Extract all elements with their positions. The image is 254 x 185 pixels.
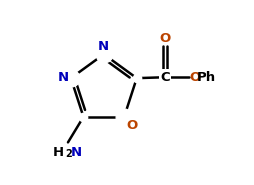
Text: N: N [58,71,69,84]
Text: O: O [159,32,170,45]
Text: N: N [70,146,82,159]
Text: O: O [125,119,137,132]
Text: 2: 2 [65,149,72,159]
Text: Ph: Ph [196,71,215,84]
Text: H: H [53,146,64,159]
Text: C: C [160,71,169,84]
Text: N: N [98,40,109,53]
Text: O: O [189,71,200,84]
